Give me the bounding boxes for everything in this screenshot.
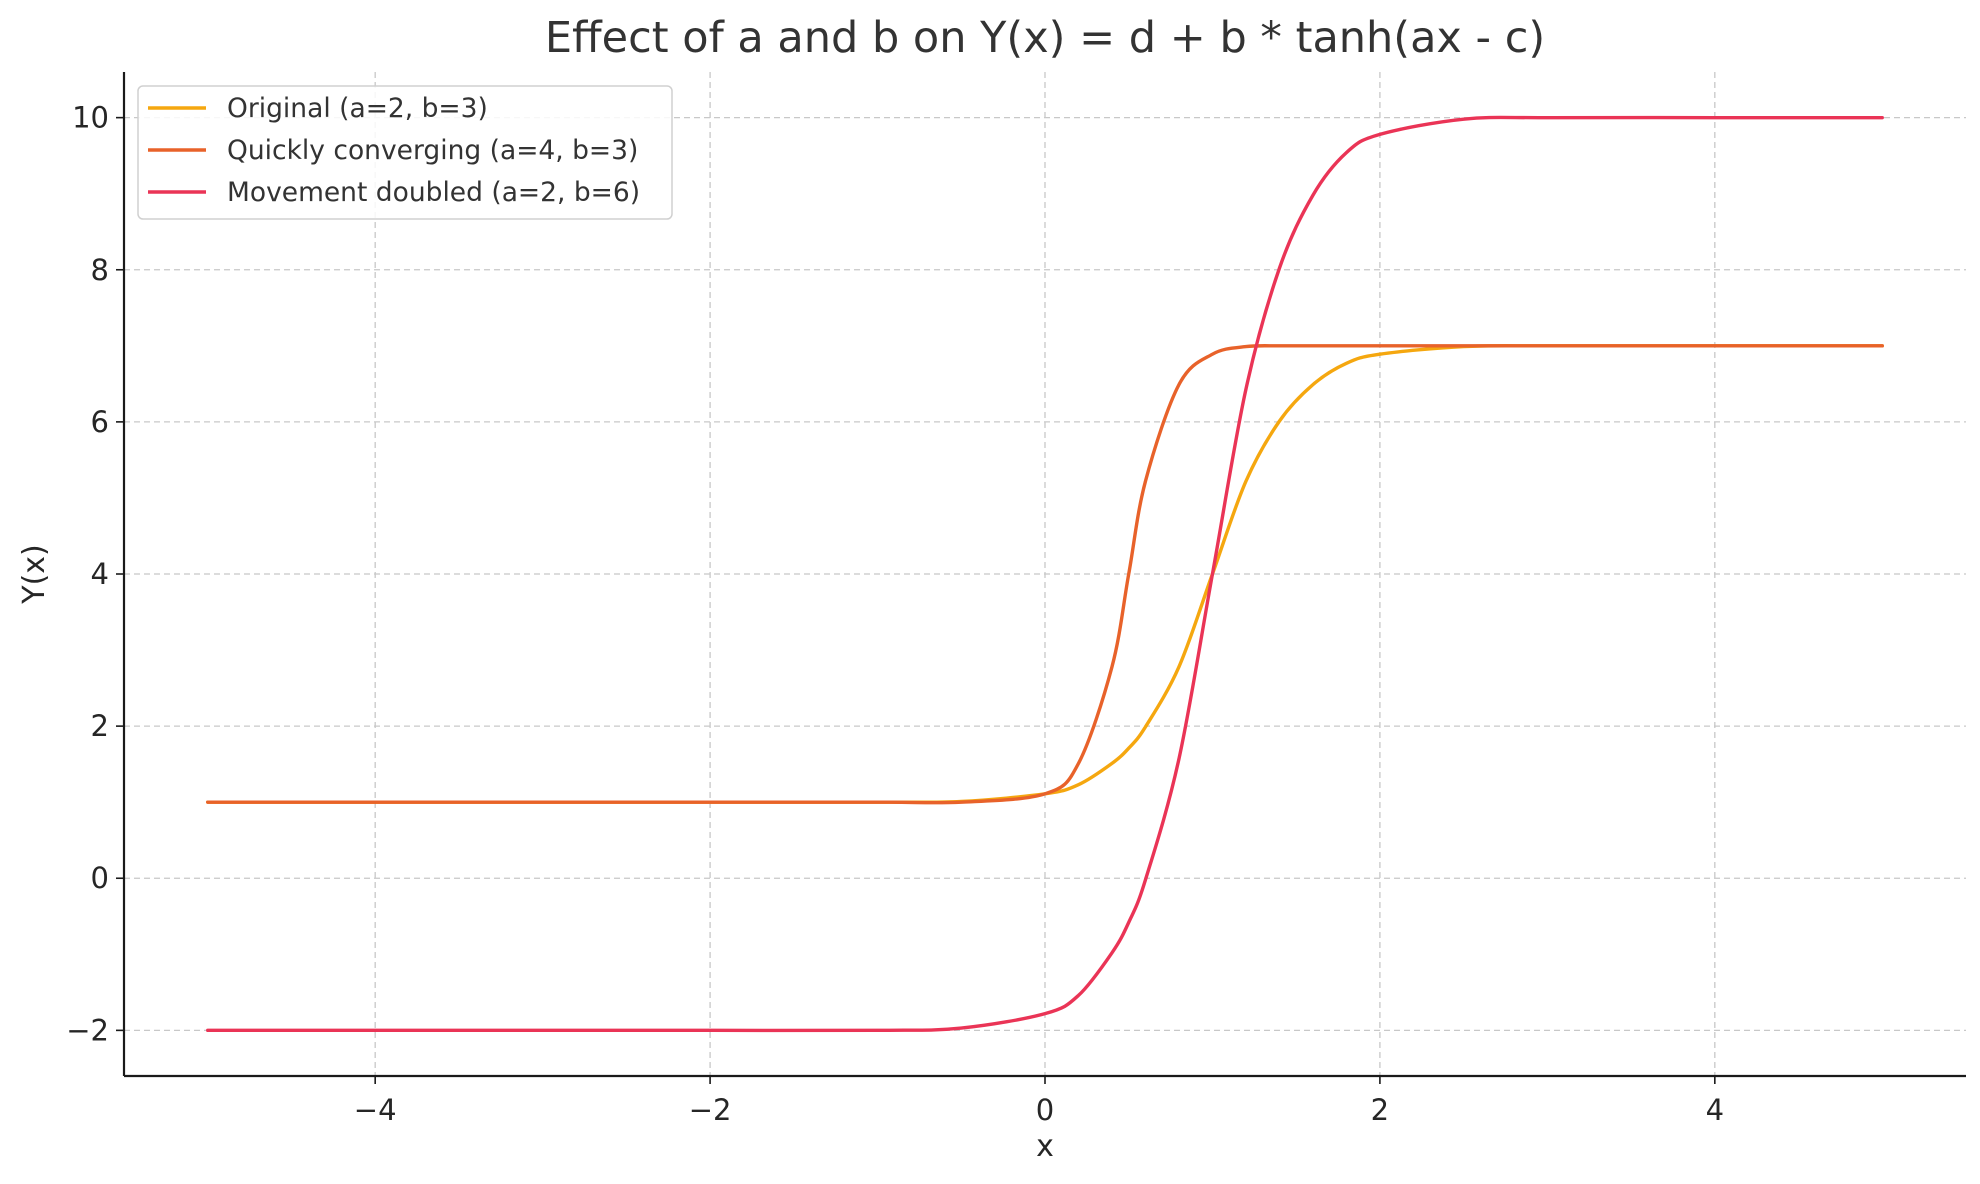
y-tick-label: 4 — [91, 557, 109, 591]
y-axis-label: Y(x) — [17, 544, 52, 605]
legend: Original (a=2, b=3) Quickly converging (a… — [137, 85, 673, 220]
x-tick-label: −4 — [354, 1093, 397, 1127]
x-tick-label: 2 — [1371, 1093, 1389, 1127]
y-tick-label: 6 — [91, 405, 109, 439]
y-ticks: −2 0 2 4 6 8 10 — [66, 101, 124, 1047]
legend-label-2: Quickly converging (a=4, b=3) — [227, 135, 638, 166]
y-tick-label: 10 — [72, 101, 109, 135]
chart-title: Effect of a and b on Y(x) = d + b * tanh… — [545, 13, 1545, 63]
series-line-2 — [206, 344, 1884, 805]
grid — [124, 72, 1966, 1076]
series-lines — [206, 115, 1884, 1033]
x-tick-label: −2 — [689, 1093, 732, 1127]
y-tick-label: 2 — [91, 709, 109, 743]
series-line-3 — [206, 115, 1884, 1033]
legend-label-1: Original (a=2, b=3) — [227, 93, 488, 124]
x-tick-label: 0 — [1036, 1093, 1054, 1127]
y-tick-label: 0 — [91, 861, 109, 895]
legend-label-3: Movement doubled (a=2, b=6) — [227, 177, 640, 208]
x-axis-label: x — [1036, 1129, 1054, 1164]
legend-box — [137, 85, 673, 220]
x-tick-label: 4 — [1706, 1093, 1724, 1127]
y-tick-label: 8 — [91, 253, 109, 287]
y-tick-label: −2 — [66, 1013, 109, 1047]
x-ticks: −4 −2 0 2 4 — [354, 1076, 1724, 1127]
